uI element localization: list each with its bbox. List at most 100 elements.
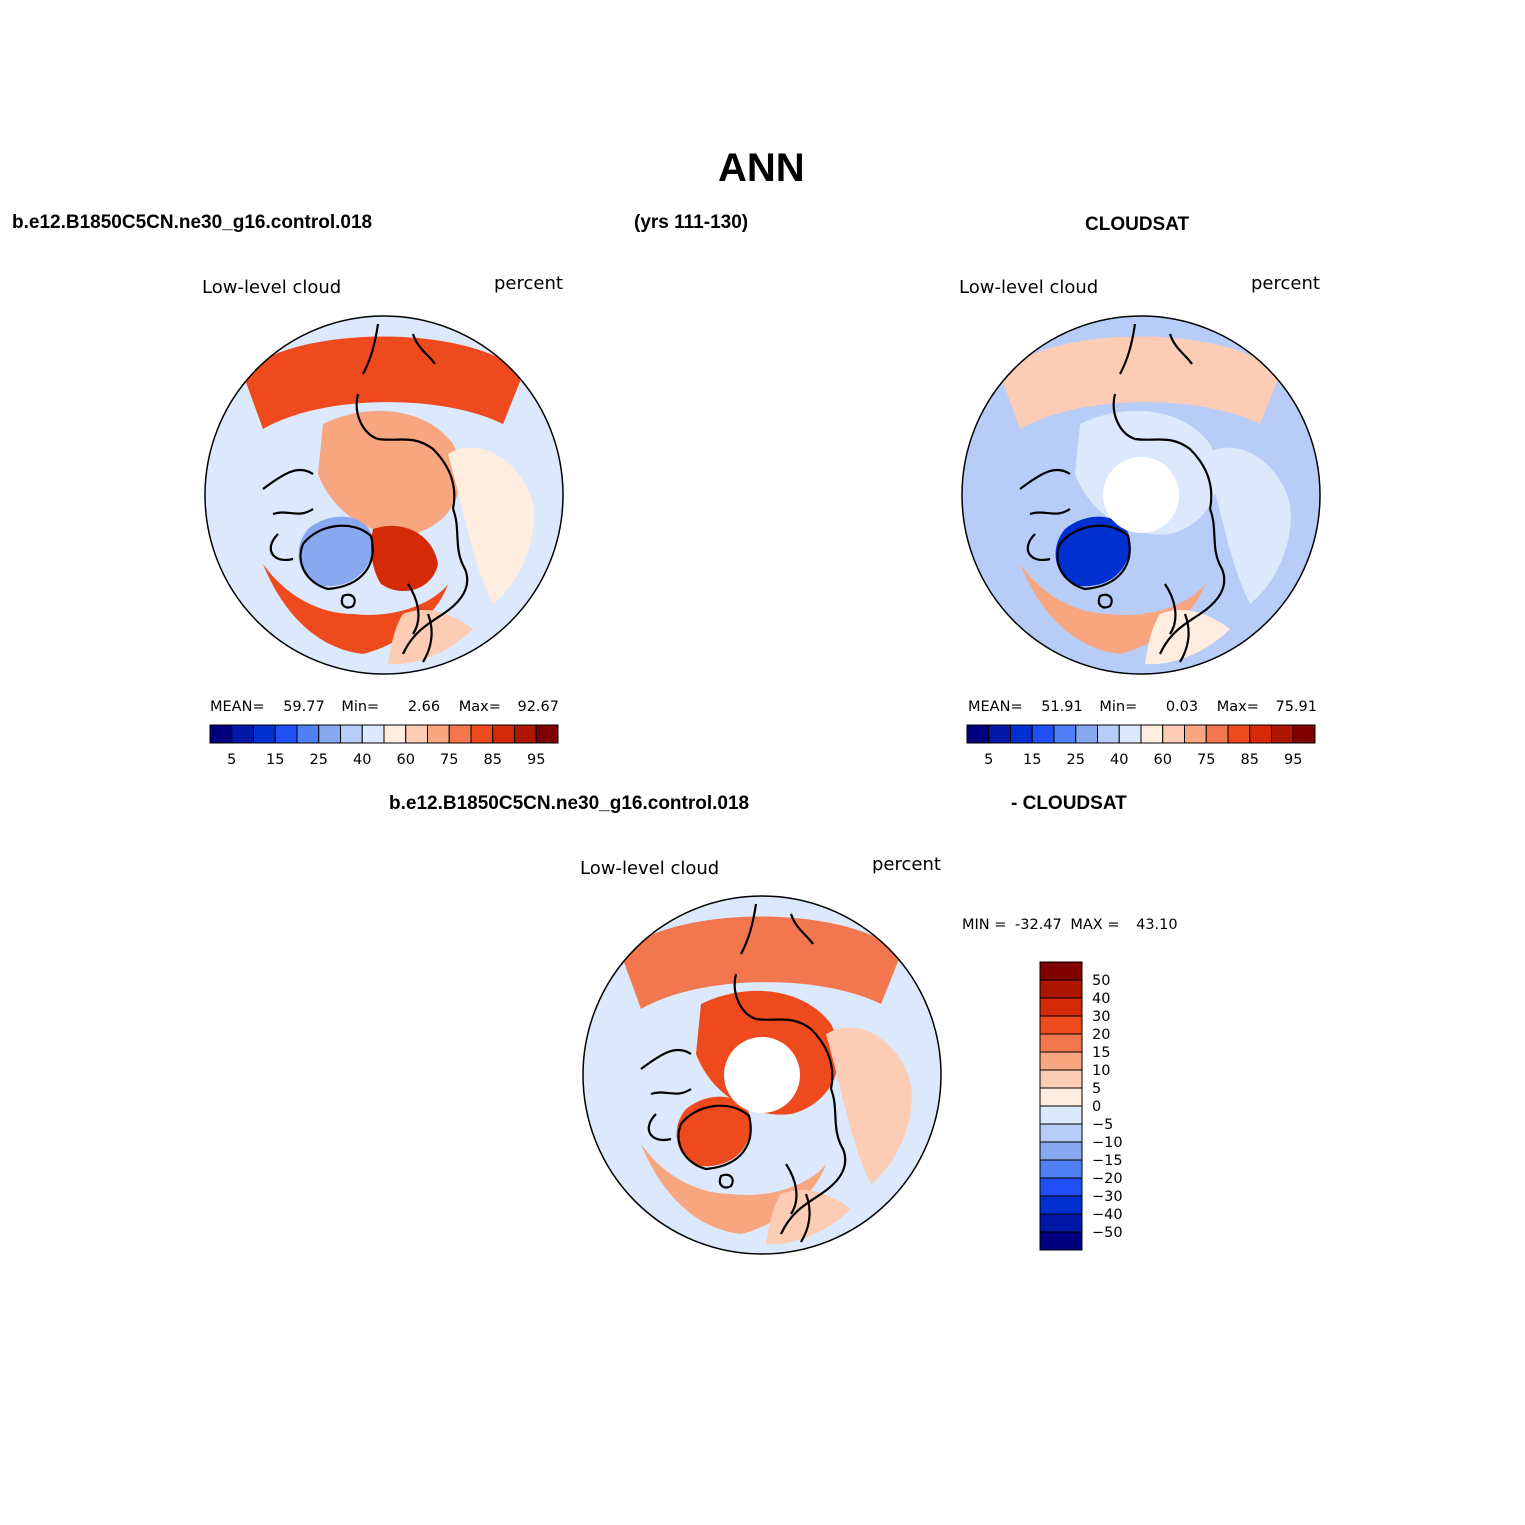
colorbar-tick-label: 25 [310, 752, 328, 768]
polar-map-model [204, 315, 564, 675]
colorbar-model: 5 15 25 40 60 75 85 95 [209, 724, 559, 768]
mean-label: MEAN= [968, 699, 1023, 715]
min-label: Min= [1099, 699, 1138, 715]
region-north-pacific [621, 916, 901, 1009]
coastline-5 [362, 323, 436, 375]
coastline-3 [401, 508, 469, 655]
panel-obs-title: Low-level cloud [959, 277, 1099, 298]
map-border [961, 315, 1321, 675]
colorbar-tick-label: 30 [1092, 1009, 1110, 1025]
region-norwegian-sea [371, 525, 438, 592]
colorbar-box [1039, 1141, 1083, 1161]
region-greenland [298, 516, 374, 587]
colorbar-box [296, 724, 320, 744]
colorbar-tick-label: 20 [1092, 1027, 1110, 1043]
colorbar-box [1162, 724, 1185, 744]
colorbar-tick-label: 15 [1092, 1045, 1110, 1061]
panel-model-title: Low-level cloud [202, 277, 342, 298]
panel-diff-stats: MIN = -32.47 MAX = 43.10 [962, 917, 1178, 933]
coastline-2 [1112, 393, 1213, 510]
colorbar-box [1271, 724, 1294, 744]
colorbar-box [1205, 724, 1229, 744]
panel-model-units: percent [494, 273, 563, 294]
colorbar-tick-label: 60 [1154, 752, 1172, 768]
coastline-0 [677, 1104, 752, 1171]
mean-value: 59.77 [283, 699, 325, 715]
coastline-4 [785, 1163, 811, 1243]
colorbar-box [1053, 724, 1077, 744]
colorbar-tick-label: −5 [1092, 1117, 1113, 1133]
colorbar-box [1039, 1069, 1083, 1089]
panel-obs-stats: MEAN= 51.91 Min= 0.03 Max= 75.91 [968, 699, 1317, 715]
colorbar-box [1039, 997, 1083, 1017]
colorbar-box [383, 724, 407, 744]
colorbar-box [1010, 724, 1033, 744]
region-greenland [1055, 516, 1131, 587]
panel-obs-units: percent [1251, 273, 1320, 294]
colorbar-box [535, 724, 559, 744]
coastline-1 [1019, 468, 1071, 562]
region-siberia-east [448, 447, 534, 604]
colorbar-box [1039, 1159, 1083, 1179]
colorbar-tick-label: −10 [1092, 1135, 1123, 1151]
colorbar-box [1039, 1231, 1083, 1251]
min-label: Min= [341, 699, 380, 715]
colorbar-box [209, 724, 233, 744]
coastline-2 [355, 393, 456, 510]
colorbar-box [1039, 1033, 1083, 1053]
colorbar-box [318, 724, 341, 744]
coastline-5 [1119, 323, 1193, 375]
coastline-2 [733, 973, 834, 1090]
colorbar-tick-label: 85 [484, 752, 502, 768]
coastline-0 [1056, 524, 1131, 591]
map-border [204, 315, 564, 675]
max-label: Max= [458, 699, 501, 715]
colorbar-box [231, 724, 254, 744]
colorbar-tick-label: 95 [527, 752, 545, 768]
min-value: 0.03 [1165, 699, 1199, 715]
case-name-label: b.e12.B1850C5CN.ne30_g16.control.018 [12, 212, 373, 233]
colorbar-box [1039, 1051, 1083, 1071]
colorbar-tick-label: 25 [1067, 752, 1085, 768]
polar-map-difference [582, 895, 942, 1255]
coastline-0 [299, 524, 374, 591]
colorbar-box [1118, 724, 1142, 744]
colorbar-tick-label: 85 [1241, 752, 1259, 768]
colorbar-box [1039, 1015, 1083, 1035]
min-value: -32.47 [1015, 917, 1062, 933]
colorbar-box [361, 724, 385, 744]
mean-label: MEAN= [210, 699, 265, 715]
max-label: MAX = [1070, 917, 1120, 933]
max-value: 92.67 [517, 699, 559, 715]
colorbar-box [1075, 724, 1098, 744]
colorbar-box [1184, 724, 1207, 744]
coastline-6 [1097, 593, 1113, 609]
colorbar-box [492, 724, 515, 744]
diff-case-label: b.e12.B1850C5CN.ne30_g16.control.018 [389, 793, 750, 814]
region-north-pacific [1000, 336, 1280, 429]
colorbar-box [274, 724, 298, 744]
map-field [583, 896, 941, 1254]
colorbar-box [1140, 724, 1164, 744]
colorbar-box [1039, 1105, 1083, 1125]
coastline-4 [1164, 583, 1190, 663]
colorbar-tick-label: 50 [1092, 973, 1110, 989]
coastline-1 [640, 1048, 692, 1142]
main-title: ANN [718, 146, 805, 190]
colorbar-box [1031, 724, 1055, 744]
max-value: 43.10 [1136, 917, 1178, 933]
panel-diff-title: Low-level cloud [580, 858, 720, 879]
colorbar-box [1039, 1177, 1083, 1197]
colorbar-tick-label: −15 [1092, 1153, 1123, 1169]
colorbar-box [1039, 1213, 1083, 1233]
map-border [582, 895, 942, 1255]
region-central-arctic [318, 410, 461, 535]
colorbar-tick-label: 5 [227, 752, 236, 768]
coastline-6 [340, 593, 356, 609]
colorbar-box [1039, 961, 1083, 981]
min-value: 2.66 [407, 699, 441, 715]
colorbar-tick-label: 95 [1284, 752, 1302, 768]
panel-diff-units: percent [872, 854, 941, 875]
colorbar-box [1292, 724, 1316, 744]
